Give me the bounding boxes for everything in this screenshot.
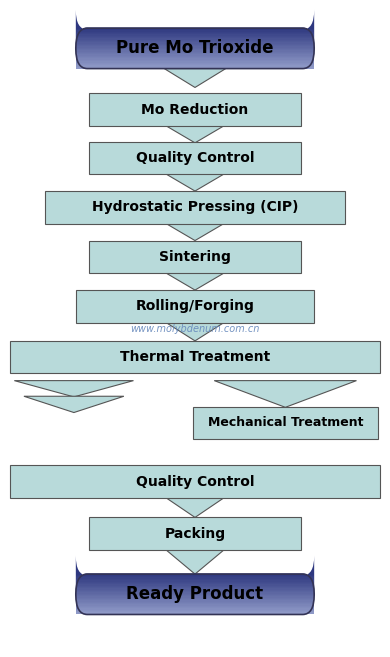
Text: Rolling/Forging: Rolling/Forging [136, 300, 254, 313]
Bar [11, 465, 379, 498]
Polygon shape [214, 380, 356, 407]
Bar [89, 141, 301, 174]
Bar [76, 580, 314, 582]
Bar [76, 611, 314, 613]
Bar [76, 608, 314, 610]
Bar [76, 591, 314, 593]
Text: Thermal Treatment: Thermal Treatment [120, 350, 270, 364]
Bar [76, 583, 314, 585]
Bar [193, 407, 378, 439]
Bar [76, 64, 314, 66]
Bar [76, 35, 314, 37]
Text: Quality Control: Quality Control [136, 151, 254, 165]
Bar [76, 57, 314, 59]
Bar [76, 58, 314, 60]
Bar [76, 597, 314, 599]
Bar [76, 29, 314, 31]
Bar [76, 52, 314, 54]
Bar [76, 581, 314, 583]
Bar [76, 47, 314, 49]
Bar [76, 62, 314, 64]
Bar [76, 65, 314, 67]
Bar [11, 341, 379, 373]
Bar [76, 53, 314, 55]
Bar [76, 602, 314, 604]
Bar [76, 49, 314, 51]
Bar [89, 518, 301, 550]
Bar [76, 32, 314, 34]
Bar [76, 42, 314, 44]
Bar [76, 595, 314, 597]
Bar [76, 290, 314, 323]
Polygon shape [166, 323, 224, 341]
Bar [76, 60, 314, 62]
Bar [76, 56, 314, 58]
Polygon shape [164, 68, 226, 87]
Bar [76, 66, 314, 68]
Bar [76, 584, 314, 586]
Bar [45, 191, 345, 223]
Text: Pure Mo Trioxide: Pure Mo Trioxide [116, 39, 274, 57]
Bar [76, 37, 314, 39]
Bar [76, 604, 314, 606]
Polygon shape [166, 550, 224, 574]
Bar [76, 61, 314, 63]
Bar [76, 588, 314, 590]
Bar [76, 51, 314, 53]
Bar [76, 575, 314, 577]
Bar [76, 600, 314, 602]
Text: Ready Product: Ready Product [126, 585, 264, 603]
Polygon shape [24, 396, 124, 413]
Bar [76, 39, 314, 41]
Bar [76, 38, 314, 40]
Bar [89, 93, 301, 126]
Text: Hydrostatic Pressing (CIP): Hydrostatic Pressing (CIP) [92, 200, 298, 214]
Polygon shape [166, 174, 224, 191]
Text: Sintering: Sintering [159, 250, 231, 264]
Bar [76, 45, 314, 47]
Bar [76, 585, 314, 587]
Bar [76, 603, 314, 605]
Bar [76, 599, 314, 601]
Bar [76, 589, 314, 591]
Bar [76, 34, 314, 36]
Bar [76, 598, 314, 600]
Bar [76, 594, 314, 596]
FancyBboxPatch shape [76, 556, 314, 593]
Polygon shape [166, 273, 224, 290]
Bar [76, 606, 314, 608]
Bar [76, 607, 314, 609]
Bar [76, 33, 314, 35]
Bar [76, 48, 314, 50]
Bar [76, 576, 314, 578]
Text: Mo Reduction: Mo Reduction [141, 102, 249, 116]
Bar [76, 30, 314, 32]
Bar [89, 240, 301, 273]
Bar [76, 587, 314, 589]
Polygon shape [166, 223, 224, 240]
Polygon shape [166, 498, 224, 518]
Polygon shape [14, 380, 133, 397]
Text: www.molybdenum.com.cn: www.molybdenum.com.cn [130, 323, 260, 334]
Text: Quality Control: Quality Control [136, 474, 254, 489]
Bar [76, 43, 314, 46]
Bar [76, 612, 314, 614]
Bar [76, 579, 314, 581]
Bar [76, 578, 314, 579]
Bar [76, 41, 314, 43]
Bar [76, 593, 314, 595]
Bar [76, 610, 314, 612]
Polygon shape [166, 126, 224, 143]
Bar [76, 55, 314, 57]
FancyBboxPatch shape [76, 10, 314, 47]
Text: Packing: Packing [165, 527, 225, 541]
Text: Mechanical Treatment: Mechanical Treatment [207, 417, 363, 430]
